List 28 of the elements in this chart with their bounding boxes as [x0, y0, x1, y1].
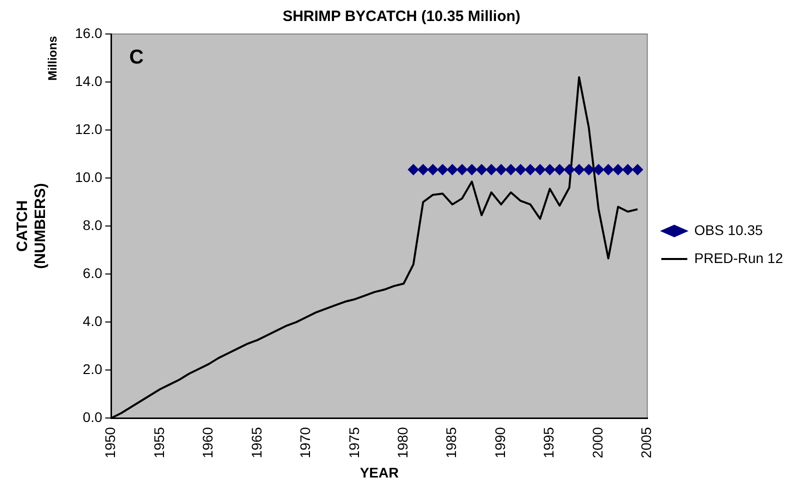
y-tick-label: 16.0 [75, 24, 102, 41]
x-tick-label: 1950 [102, 426, 118, 458]
x-tick-label: 2005 [638, 426, 654, 458]
y-tick-label: 2.0 [82, 360, 102, 377]
y-tick-label: 0.0 [82, 408, 102, 425]
y-tick-label: 8.0 [82, 216, 102, 233]
text: Millions [46, 36, 60, 81]
y-tick-label: 14.0 [75, 72, 102, 89]
x-tick-label: 1965 [248, 426, 264, 458]
y-tick-label: 12.0 [75, 120, 102, 137]
x-tick-label: 2000 [589, 426, 606, 458]
y-tick-label: 6.0 [82, 264, 102, 281]
chart-title: SHRIMP BYCATCH (10.35 Million) [282, 8, 520, 26]
legend-label: PRED-Run 12 [694, 250, 784, 266]
y-tick-label: 4.0 [82, 312, 102, 329]
y-axis-title: CATCH (NUMBERS) [14, 183, 50, 269]
annotation: C [129, 46, 144, 69]
x-tick-label: 1975 [346, 426, 362, 458]
legend-label: OBS 10.35 [694, 222, 763, 238]
x-tick-label: 1985 [443, 426, 460, 458]
x-tick-label: 1980 [394, 426, 410, 458]
x-tick-label: 1960 [200, 426, 216, 458]
x-tick-label: 1990 [492, 426, 508, 458]
y-tick-label: 10.0 [75, 168, 102, 185]
x-tick-label: 1955 [150, 426, 167, 458]
x-tick-label: 1995 [540, 426, 557, 458]
x-tick-label: 1970 [297, 426, 314, 458]
x-axis-title: YEAR [360, 464, 399, 480]
